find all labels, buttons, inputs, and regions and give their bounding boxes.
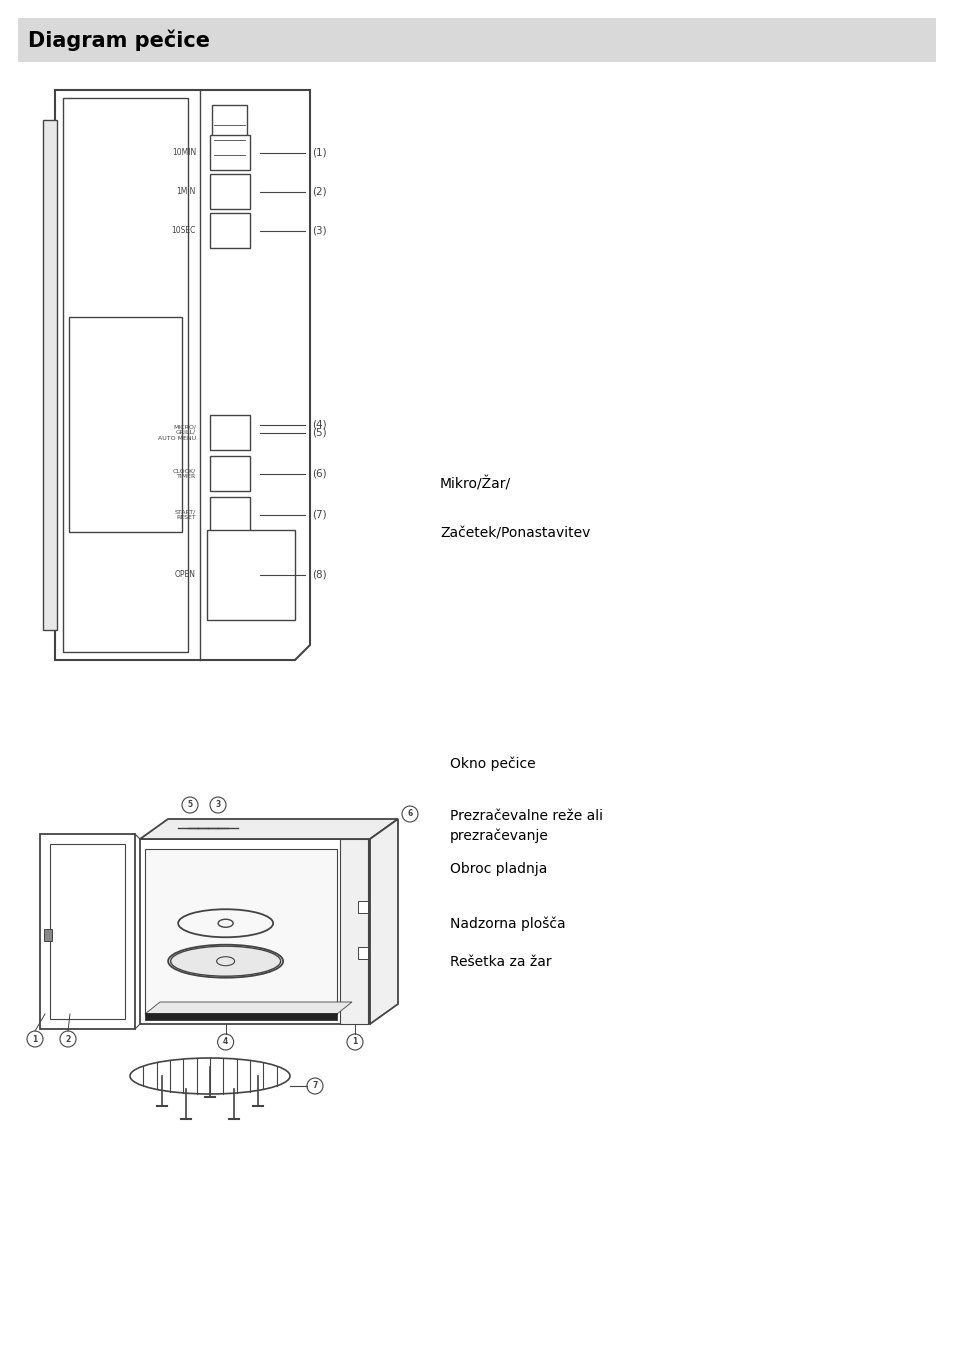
Text: (8): (8) (312, 570, 326, 580)
Text: (6): (6) (312, 468, 326, 478)
Text: (5): (5) (312, 428, 326, 437)
Text: MICRO/
GRILL/
AUTO MENU: MICRO/ GRILL/ AUTO MENU (157, 424, 195, 441)
Text: 10MIN: 10MIN (172, 148, 195, 157)
Polygon shape (145, 1002, 352, 1014)
Text: 5: 5 (187, 800, 193, 810)
Bar (357, 948, 368, 959)
Bar (210, 497, 250, 532)
Text: Okno pečice: Okno pečice (450, 757, 535, 772)
Bar (339, 839, 368, 1024)
Text: 7: 7 (312, 1082, 317, 1090)
Bar (43, 121, 57, 630)
Text: (3): (3) (312, 226, 326, 236)
Bar (212, 106, 247, 165)
Text: 6: 6 (407, 810, 413, 819)
Bar (210, 135, 250, 171)
Text: START/
RESET: START/ RESET (174, 509, 195, 520)
Ellipse shape (130, 1057, 290, 1094)
Bar (210, 456, 250, 492)
Circle shape (307, 1078, 323, 1094)
Text: Prezračevalne reže ali
prezračevanje: Prezračevalne reže ali prezračevanje (450, 808, 602, 844)
Polygon shape (40, 834, 135, 1029)
Bar (140, 839, 370, 1024)
Bar (18, 18, 935, 62)
Text: (4): (4) (312, 420, 326, 429)
Bar (207, 529, 294, 620)
Bar (145, 1013, 336, 1020)
Text: (7): (7) (312, 509, 326, 520)
Text: 4: 4 (223, 1037, 228, 1047)
Bar (210, 414, 250, 450)
Text: Rešetka za žar: Rešetka za žar (450, 955, 551, 969)
Polygon shape (55, 89, 310, 659)
Bar (44, 929, 52, 941)
Circle shape (401, 806, 417, 822)
Polygon shape (370, 819, 397, 1024)
Circle shape (27, 1030, 43, 1047)
Bar (50, 844, 125, 1020)
Circle shape (60, 1030, 76, 1047)
Text: 1: 1 (352, 1037, 357, 1047)
Bar (69, 317, 182, 532)
Text: (2): (2) (312, 187, 326, 196)
Bar (145, 849, 336, 1014)
Circle shape (210, 798, 226, 812)
Circle shape (217, 1034, 233, 1049)
Text: 1: 1 (32, 1034, 37, 1044)
Polygon shape (140, 819, 397, 839)
Text: Nadzorna plošča: Nadzorna plošča (450, 917, 565, 932)
Circle shape (347, 1034, 363, 1049)
Text: Začetek/Ponastavitev: Začetek/Ponastavitev (439, 527, 590, 542)
Bar (210, 175, 250, 209)
Text: (1): (1) (312, 148, 326, 157)
Text: CLOCK/
TIMER: CLOCK/ TIMER (172, 468, 195, 479)
Circle shape (182, 798, 198, 812)
Text: OPEN: OPEN (174, 570, 195, 580)
Ellipse shape (168, 945, 283, 978)
Bar (357, 900, 368, 913)
Text: Diagram pečice: Diagram pečice (28, 30, 210, 50)
Bar (210, 213, 250, 248)
Text: 2: 2 (66, 1034, 71, 1044)
Text: Obroc pladnja: Obroc pladnja (450, 862, 547, 876)
Bar (63, 97, 188, 653)
Text: Mikro/Žar/: Mikro/Žar/ (439, 477, 511, 492)
Text: 10SEC: 10SEC (172, 226, 195, 236)
Text: 3: 3 (215, 800, 220, 810)
Text: 1MIN: 1MIN (176, 187, 195, 196)
